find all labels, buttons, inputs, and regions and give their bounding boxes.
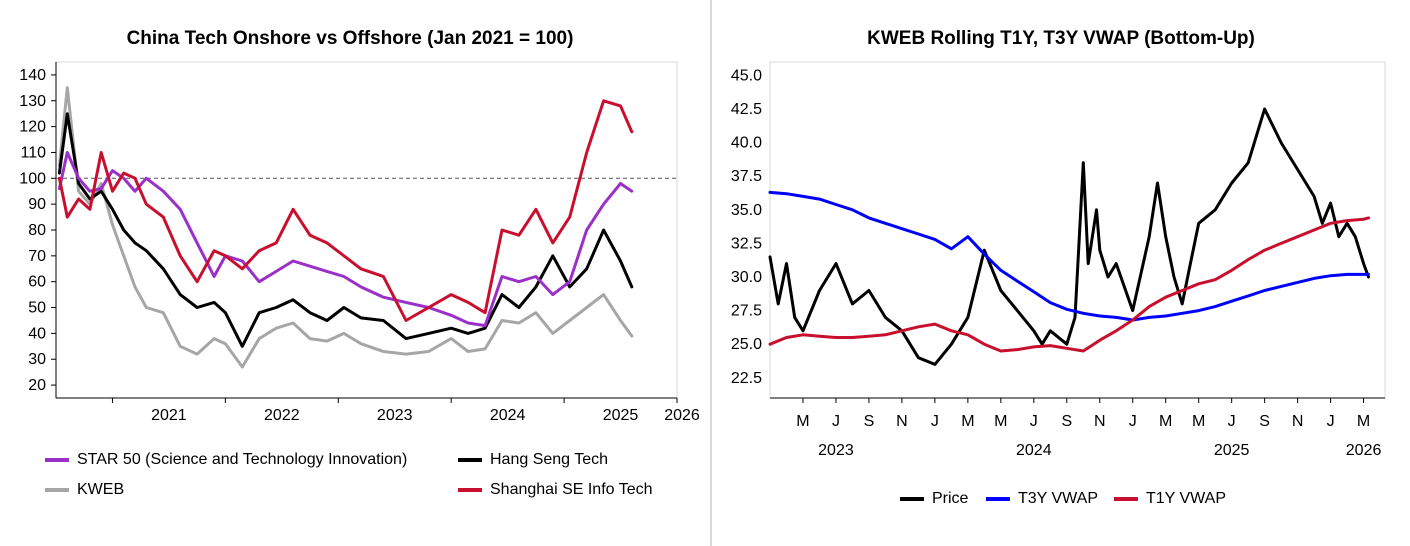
x-tick-label: 2023 bbox=[377, 407, 413, 424]
x-tick-label: M bbox=[961, 413, 974, 430]
series-line-t3y-vwap bbox=[768, 190, 1370, 322]
legend-label: Price bbox=[932, 490, 969, 507]
x-tick-label: 2021 bbox=[151, 407, 187, 424]
y-tick-label: 130 bbox=[19, 93, 46, 110]
panel-divider bbox=[710, 0, 712, 546]
y-tick-label: 90 bbox=[28, 196, 46, 213]
legend-label: T1Y VWAP bbox=[1146, 490, 1227, 507]
y-tick-label: 27.5 bbox=[731, 303, 762, 320]
y-tick-label: 30.0 bbox=[731, 269, 762, 286]
series-line-hang-seng-tech bbox=[57, 112, 634, 348]
legend-label: STAR 50 (Science and Technology Innovati… bbox=[77, 451, 408, 468]
y-tick-label: 50 bbox=[28, 300, 46, 317]
y-tick-label: 40.0 bbox=[731, 135, 762, 152]
legend-hang-seng-tech: Hang Seng Tech bbox=[458, 451, 608, 469]
chart-left-svg: 20 30 40 50 60 70 80 90 100 110 120 130 140 2021 2022 2… bbox=[19, 61, 700, 424]
x-tick-label: J bbox=[1228, 413, 1236, 430]
chart-left: China Tech Onshore vs Offshore (Jan 2021… bbox=[0, 0, 700, 546]
chart-right-svg: 22.5 25.0 27.5 30.0 32.5 35.0 37.5 40.0 42.5 45.0… bbox=[731, 61, 1386, 459]
y-tick-label: 120 bbox=[19, 119, 46, 136]
x-tick-label: M bbox=[1159, 413, 1172, 430]
y-tick-label: 70 bbox=[28, 248, 46, 265]
series-line-star-50-science-and-technology-innovation bbox=[57, 151, 634, 328]
x-tick-label: J bbox=[1129, 413, 1137, 430]
legend-star50: STAR 50 (Science and Technology Innovati… bbox=[45, 451, 407, 469]
series-line-shanghai-se-info-tech bbox=[57, 99, 634, 322]
y-tick-label: 80 bbox=[28, 222, 46, 239]
y-tick-label: 110 bbox=[20, 144, 46, 161]
x-tick-label: 2026 bbox=[664, 407, 700, 424]
series-line-price bbox=[768, 107, 1370, 366]
chart-title: China Tech Onshore vs Offshore (Jan 2021… bbox=[126, 28, 574, 49]
y-tick-label: 20 bbox=[28, 377, 46, 394]
y-tick-label: 45.0 bbox=[731, 67, 762, 84]
x-tick-label: M bbox=[1192, 413, 1205, 430]
x-tick-label: M bbox=[1357, 413, 1370, 430]
y-tick-label: 35.0 bbox=[731, 202, 762, 219]
y-tick-label: 37.5 bbox=[731, 168, 762, 185]
legend-t3y-vwap: T3Y VWAP bbox=[986, 490, 1098, 508]
x-year-label: 2025 bbox=[1214, 442, 1250, 459]
x-tick-label: J bbox=[1327, 413, 1335, 430]
series-line-kweb bbox=[57, 86, 634, 369]
y-tick-label: 42.5 bbox=[731, 101, 762, 118]
plot-area-frame bbox=[769, 61, 1386, 399]
x-tick-label: N bbox=[896, 413, 908, 430]
x-tick-label: N bbox=[1292, 413, 1304, 430]
series-line-t1y-vwap bbox=[768, 216, 1370, 353]
x-tick-label: N bbox=[1094, 413, 1106, 430]
x-tick-label: J bbox=[1030, 413, 1038, 430]
legend-hang-seng-tech-swatch bbox=[458, 458, 482, 462]
x-tick-label: S bbox=[1061, 413, 1072, 430]
legend-kweb: KWEB bbox=[45, 481, 124, 499]
x-tick-label: 2025 bbox=[603, 407, 639, 424]
legend-label: Hang Seng Tech bbox=[490, 451, 609, 468]
legend-t1y-vwap-swatch bbox=[1114, 497, 1138, 501]
x-year-label: 2026 bbox=[1346, 442, 1382, 459]
legend-label: Shanghai SE Info Tech bbox=[490, 481, 653, 498]
y-tick-label: 32.5 bbox=[731, 235, 762, 252]
x-year-label: 2024 bbox=[1016, 442, 1052, 459]
legend-kweb-swatch bbox=[45, 488, 69, 492]
legend-star50-swatch bbox=[45, 458, 69, 462]
legend-price-swatch bbox=[900, 497, 924, 501]
legend-t3y-vwap-swatch bbox=[986, 497, 1010, 501]
legend-t1y-vwap: T1Y VWAP bbox=[1114, 490, 1226, 508]
y-tick-label: 140 bbox=[19, 67, 46, 84]
x-tick-label: M bbox=[994, 413, 1007, 430]
y-tick-label: 100 bbox=[19, 170, 46, 187]
x-tick-label: M bbox=[796, 413, 809, 430]
x-tick-label: 2022 bbox=[264, 407, 300, 424]
y-tick-label: 22.5 bbox=[731, 370, 762, 387]
chart-title: KWEB Rolling T1Y, T3Y VWAP (Bottom-Up) bbox=[867, 28, 1255, 49]
y-tick-label: 25.0 bbox=[731, 336, 762, 353]
y-tick-label: 30 bbox=[28, 351, 46, 368]
x-year-label: 2023 bbox=[818, 442, 854, 459]
x-tick-label: 2024 bbox=[490, 407, 526, 424]
x-tick-label: S bbox=[864, 413, 875, 430]
legend-label: T3Y VWAP bbox=[1018, 490, 1099, 507]
legend-shanghai-se-info-tech: Shanghai SE Info Tech bbox=[458, 481, 653, 499]
x-tick-label: J bbox=[931, 413, 939, 430]
legend-label: KWEB bbox=[77, 481, 125, 498]
y-tick-label: 60 bbox=[28, 274, 46, 291]
chart-right: KWEB Rolling T1Y, T3Y VWAP (Bottom-Up) 2… bbox=[712, 0, 1410, 546]
x-tick-label: J bbox=[832, 413, 840, 430]
plot-area-frame bbox=[55, 61, 678, 399]
legend-shanghai-se-info-tech-swatch bbox=[458, 488, 482, 492]
y-tick-label: 40 bbox=[28, 325, 46, 342]
x-tick-label: S bbox=[1259, 413, 1270, 430]
legend-price: Price bbox=[900, 490, 968, 508]
